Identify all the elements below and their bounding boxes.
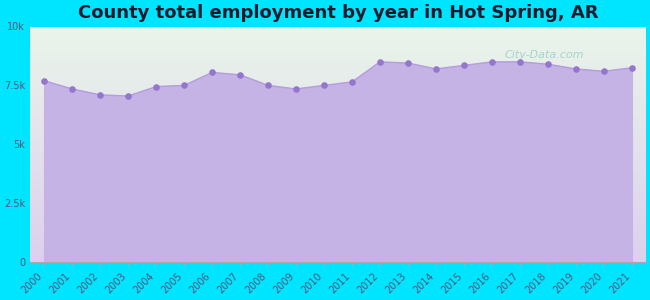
Point: [627, 65, 637, 70]
Point: [459, 63, 469, 68]
Point: [403, 61, 413, 65]
Point: [571, 67, 581, 71]
Title: County total employment by year in Hot Spring, AR: County total employment by year in Hot S…: [78, 4, 598, 22]
Point: [39, 78, 49, 83]
Point: [291, 87, 301, 92]
Point: [347, 80, 358, 84]
Point: [95, 92, 105, 97]
Point: [263, 83, 273, 88]
Point: [123, 94, 133, 98]
Point: [431, 67, 441, 71]
Point: [318, 83, 329, 88]
Point: [67, 87, 77, 92]
Point: [599, 69, 609, 74]
Point: [515, 59, 525, 64]
Point: [151, 84, 161, 89]
Point: [375, 59, 385, 64]
Point: [235, 72, 245, 77]
Text: City-Data.com: City-Data.com: [504, 50, 584, 60]
Point: [179, 83, 189, 88]
Point: [543, 62, 553, 67]
Point: [207, 70, 217, 75]
Point: [487, 59, 497, 64]
